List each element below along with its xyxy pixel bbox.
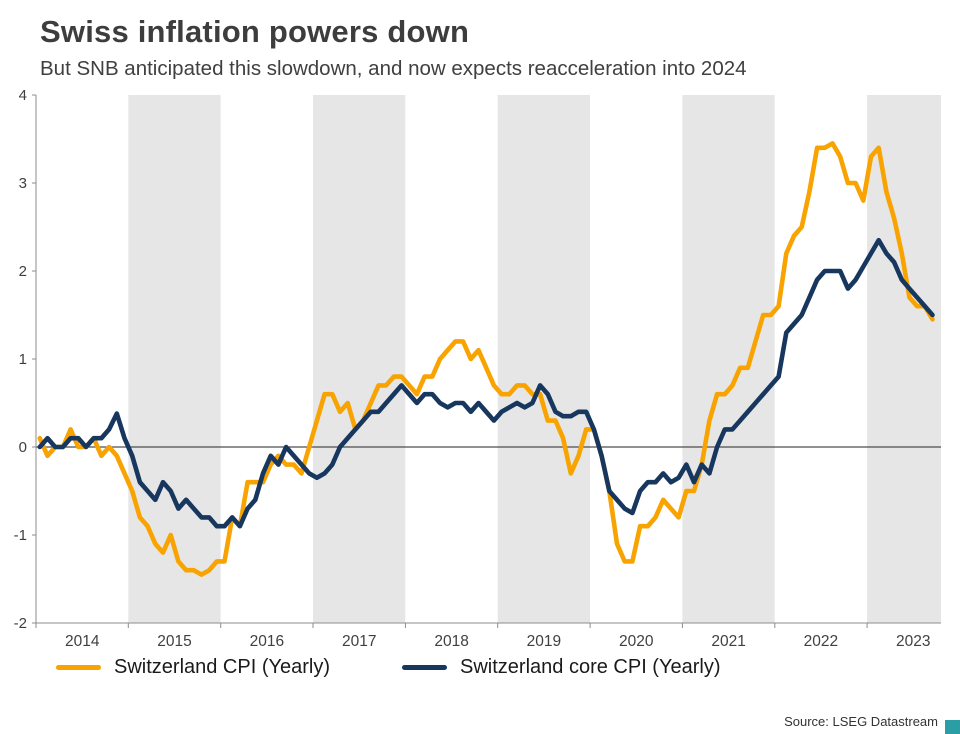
legend-label-cpi: Switzerland CPI (Yearly): [114, 656, 331, 678]
year-band: [128, 95, 221, 623]
page-subtitle: But SNB anticipated this slowdown, and n…: [40, 57, 747, 80]
y-axis-label: 1: [19, 351, 27, 368]
series-line-1: [37, 237, 935, 529]
page-title: Swiss inflation powers down: [40, 14, 470, 49]
x-axis-label: 2023: [896, 633, 930, 649]
x-axis-label: 2020: [619, 633, 654, 649]
source-text: Source: LSEG Datastream: [784, 714, 938, 729]
y-axis-label: 2: [19, 263, 27, 280]
legend-label-core-cpi: Switzerland core CPI (Yearly): [460, 656, 721, 678]
y-axis-label: 4: [19, 87, 27, 104]
legend: Switzerland CPI (Yearly) Switzerland cor…: [56, 656, 960, 679]
x-axis-label: 2016: [250, 633, 284, 649]
chart-canvas: 4 3 2 1 0 -1 -2 2014 2015 2016 2017 2018 2019 2020 202…: [14, 87, 941, 650]
x-axis-label: 2017: [342, 633, 376, 649]
x-axis-label: 2014: [65, 633, 100, 649]
x-axis-label: 2015: [157, 633, 191, 649]
legend-item-core-cpi: Switzerland core CPI (Yearly): [402, 656, 720, 679]
legend-swatch-cpi: [56, 665, 101, 670]
year-band: [867, 95, 941, 623]
legend-item-cpi: Switzerland CPI (Yearly): [56, 656, 330, 679]
x-axis-label: 2021: [711, 633, 745, 649]
x-axis-label: 2019: [527, 633, 561, 649]
chart-area: 4 3 2 1 0 -1 -2 2014 2015 2016 2017 2018 2019 2020 202…: [0, 87, 960, 654]
legend-swatch-core-cpi: [402, 665, 448, 670]
year-band: [497, 95, 590, 623]
y-axis-label: 3: [19, 175, 27, 192]
year-band: [682, 95, 775, 623]
brand-mark: [945, 720, 960, 734]
y-axis-label: 0: [19, 439, 27, 456]
x-axis-label: 2018: [434, 633, 468, 649]
y-axis-label: -1: [14, 527, 27, 544]
series-line-0: [37, 141, 935, 577]
x-axis-label: 2022: [804, 633, 838, 649]
year-band: [313, 95, 406, 623]
y-axis-label: -2: [14, 615, 27, 632]
